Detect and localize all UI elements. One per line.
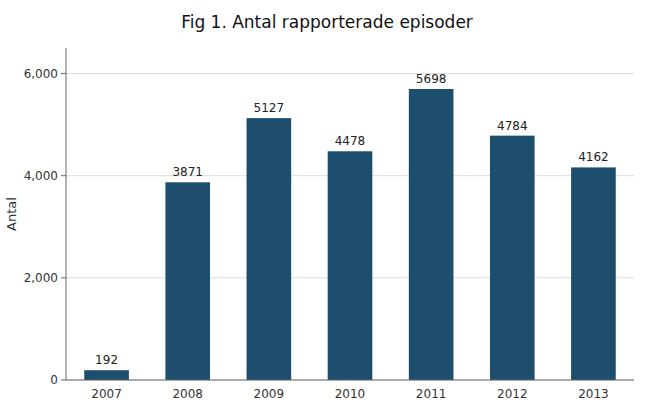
bar (490, 136, 535, 380)
x-axis: 2007 2008 2009 2010 2011 2012 2013 (66, 380, 634, 401)
x-tick-label: 2008 (172, 387, 203, 401)
chart-svg: 0 2,000 4,000 6,000 192 3871 5127 4478 5698 4784 4… (0, 0, 654, 420)
data-label: 4784 (497, 119, 528, 133)
grid (66, 74, 634, 380)
y-tick (61, 73, 66, 74)
y-axis-label: Antal (4, 197, 19, 231)
x-tick-label: 2011 (416, 387, 447, 401)
x-tick-label: 2007 (91, 387, 122, 401)
data-label: 4478 (335, 134, 366, 148)
bar (571, 167, 616, 380)
data-labels: 192 3871 5127 4478 5698 4784 4162 (95, 72, 609, 367)
data-label: 5698 (416, 72, 447, 86)
data-label: 3871 (172, 165, 203, 179)
x-tick-label: 2013 (578, 387, 609, 401)
y-tick-label: 6,000 (24, 67, 58, 81)
page: {"chart_data": {"type": "bar", "title": … (0, 0, 654, 420)
bar (328, 151, 373, 380)
chart-container: 0 2,000 4,000 6,000 192 3871 5127 4478 5698 4784 4… (0, 0, 654, 420)
data-label: 5127 (254, 101, 285, 115)
grid-line (66, 73, 634, 74)
data-label: 192 (95, 353, 118, 367)
data-label: 4162 (578, 150, 609, 164)
y-axis-line (66, 48, 67, 380)
y-tick-label: 4,000 (24, 169, 58, 183)
bar (165, 182, 210, 380)
bar (84, 370, 129, 380)
bar (247, 118, 292, 380)
y-tick-label: 0 (50, 373, 58, 387)
title: Fig 1. Antal rapporterade episoder (181, 12, 473, 32)
y-tick-label: 2,000 (24, 271, 58, 285)
x-axis-line (66, 380, 634, 381)
y-axis: 0 2,000 4,000 6,000 (24, 48, 66, 387)
x-tick-label: 2010 (335, 387, 366, 401)
bars (84, 89, 615, 380)
y-tick (61, 380, 66, 381)
x-tick-label: 2009 (254, 387, 285, 401)
y-tick (61, 175, 66, 176)
bar (409, 89, 454, 380)
grid-line (66, 380, 634, 381)
x-tick-label: 2012 (497, 387, 528, 401)
y-tick (61, 277, 66, 278)
